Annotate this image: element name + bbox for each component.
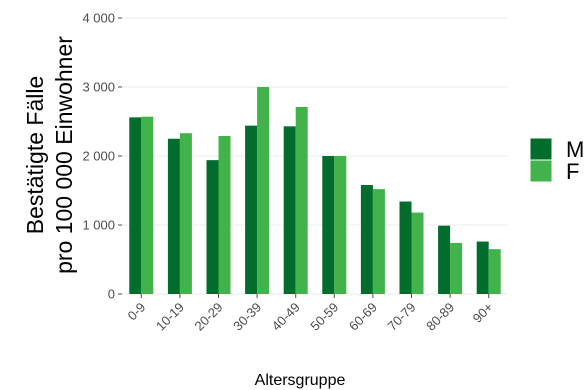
bar-M-90+ — [477, 242, 489, 294]
bar-M-80-89 — [438, 226, 450, 294]
bar-M-70-79 — [400, 202, 412, 294]
x-axis-title: Altersgruppe — [255, 372, 346, 389]
bar-F-60-69 — [373, 189, 385, 294]
legend-label-F: F — [566, 159, 579, 184]
legend: MF — [530, 137, 584, 184]
y-axis-title-line1: Bestätigte Fälle — [22, 76, 48, 235]
y-tick-label: 1 000 — [82, 218, 115, 233]
y-tick-label: 3 000 — [82, 80, 115, 95]
bar-F-80-89 — [450, 243, 462, 294]
bar-F-50-59 — [334, 156, 346, 294]
bar-F-10-19 — [180, 133, 192, 294]
bar-M-30-39 — [245, 126, 257, 294]
y-tick-label: 4 000 — [82, 11, 115, 26]
x-tick-label: 20-29 — [192, 300, 226, 334]
legend-swatch-F — [530, 160, 552, 182]
bar-M-0-9 — [129, 117, 141, 294]
bar-M-40-49 — [284, 126, 296, 294]
legend-swatch-M — [530, 138, 552, 160]
bar-M-50-59 — [322, 156, 334, 294]
bars — [129, 87, 500, 294]
bar-F-70-79 — [412, 213, 424, 294]
bar-F-20-29 — [219, 136, 231, 294]
bar-F-40-49 — [296, 107, 308, 294]
bar-F-0-9 — [141, 117, 153, 294]
x-tick-label: 30-39 — [230, 300, 264, 334]
x-axis-ticks: 0-9 10-19 20-29 30-39 40-49 50-59 60-69 70-79 80… — [125, 294, 496, 334]
bar-F-30-39 — [257, 87, 269, 294]
bar-M-10-19 — [168, 139, 180, 294]
x-tick-label: 10-19 — [153, 300, 187, 334]
x-tick-label: 50-59 — [307, 300, 341, 334]
bar-M-60-69 — [361, 185, 373, 294]
x-tick-label: 90+ — [470, 300, 496, 326]
y-tick-label: 2 000 — [82, 149, 115, 164]
x-tick-label: 40-49 — [269, 300, 303, 334]
x-tick-label: 60-69 — [346, 300, 380, 334]
bar-F-90+ — [489, 249, 501, 294]
x-tick-label: 0-9 — [125, 300, 149, 324]
x-tick-label: 80-89 — [423, 300, 457, 334]
y-axis-ticks: 0 1 000 2 000 3 000 4 000 — [82, 11, 122, 302]
bar-M-20-29 — [207, 160, 219, 294]
y-tick-label: 0 — [108, 287, 115, 302]
y-axis-title-line2: pro 100 000 Einwohner — [51, 36, 77, 274]
x-tick-label: 70-79 — [385, 300, 419, 334]
